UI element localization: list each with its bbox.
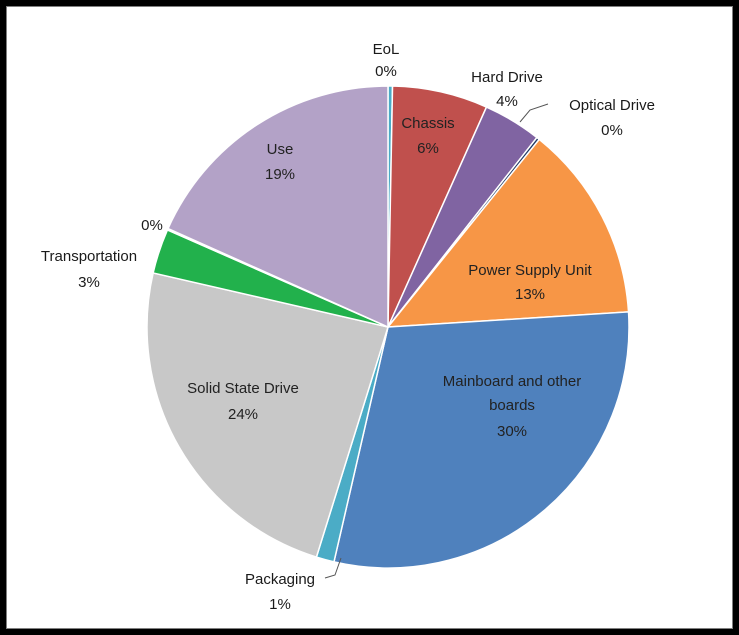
label-packaging-pct: 1% [269,596,291,613]
pie-slice-use-10 [167,85,389,329]
label-transportation-name: Transportation [41,248,137,265]
label-mainboard-pct: 30% [497,423,527,440]
label-psu-name: Power Supply Unit [468,262,592,279]
label-mainboard-line1: Mainboard and other [443,373,581,390]
label-eol-pct: 0% [375,63,397,80]
packaging-leader-line [324,557,342,579]
label-psu-pct: 13% [515,286,545,303]
pie-slice-solid-state-drive-7 [146,272,389,559]
label-other-pct: 0% [141,217,163,234]
label-eol-name: EoL [373,41,400,58]
label-use-name: Use [267,141,294,158]
label-optical-drive-pct: 0% [601,122,623,139]
label-packaging-name: Packaging [245,571,315,588]
pie-slices [146,85,630,569]
label-use-pct: 19% [265,166,295,183]
label-transportation-pct: 3% [78,274,100,291]
label-mainboard-line2: boards [489,397,535,414]
label-chassis-name: Chassis [401,115,454,132]
pie-slice-power-supply-unit-4 [386,138,630,328]
label-chassis-pct: 6% [417,140,439,157]
label-optical-drive-name: Optical Drive [569,97,655,114]
label-ssd-pct: 24% [228,406,258,423]
label-hard-drive-name: Hard Drive [471,69,543,86]
optical-drive-leader-line [519,103,549,123]
label-hard-drive-pct: 4% [496,93,518,110]
label-ssd-name: Solid State Drive [187,380,299,397]
pie-slice-mainboard-and-other-boards-5 [333,311,630,569]
